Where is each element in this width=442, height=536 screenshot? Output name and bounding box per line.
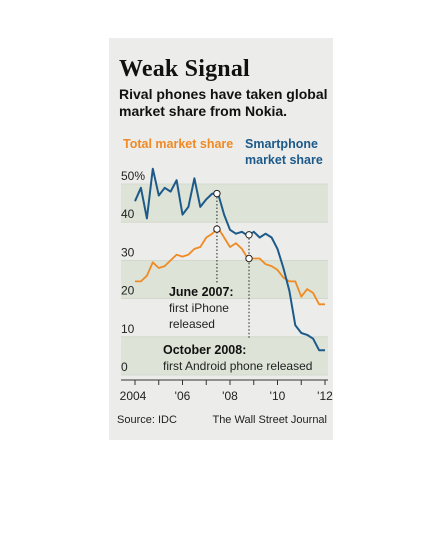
annotation-android-text: first Android phone released (163, 359, 312, 373)
annotation-iphone-text: released (169, 317, 215, 331)
y-tick-label: 50% (121, 169, 145, 183)
grid-band (121, 336, 328, 375)
smartphone-share-line (134, 167, 325, 352)
y-tick-label: 30 (121, 245, 135, 259)
annotation-marker (213, 189, 221, 198)
annotation-iphone-date: June 2007: (169, 285, 234, 299)
y-tick-label: 0 (121, 360, 128, 374)
source-note: Source: IDC (117, 414, 177, 426)
publisher-credit: The Wall Street Journal (212, 414, 327, 426)
annotation-android-date: October 2008: (163, 343, 246, 357)
legend-smartphone-market-share: market share (245, 153, 323, 167)
total-share-line (135, 226, 325, 306)
x-tick-label: '06 (175, 389, 191, 403)
legend-total-market-share: Total market share (123, 137, 233, 151)
annotation-iphone-text: first iPhone (169, 301, 229, 315)
x-tick-label: '10 (270, 389, 286, 403)
chart-panel: Weak Signal Rival phones have taken glob… (109, 38, 333, 440)
line-chart: 0 10 20 30 40 50% 2004 '06 '08 '10 '12 Total market… (120, 137, 333, 403)
grid-band (121, 260, 328, 299)
x-tick-label: '08 (222, 389, 238, 403)
annotation-marker (245, 231, 253, 239)
chart-subtitle: Rival phones have taken global market sh… (119, 86, 328, 119)
annotation-marker (213, 225, 221, 233)
x-tick-label: '12 (317, 389, 333, 403)
x-tick-label: 2004 (120, 389, 147, 403)
y-tick-label: 10 (121, 322, 135, 336)
chart-title: Weak Signal (119, 56, 250, 82)
y-tick-label: 40 (121, 207, 135, 221)
y-tick-label: 20 (121, 284, 135, 298)
legend-smartphone-market-share: Smartphone (245, 137, 318, 151)
annotation-marker (245, 254, 253, 263)
